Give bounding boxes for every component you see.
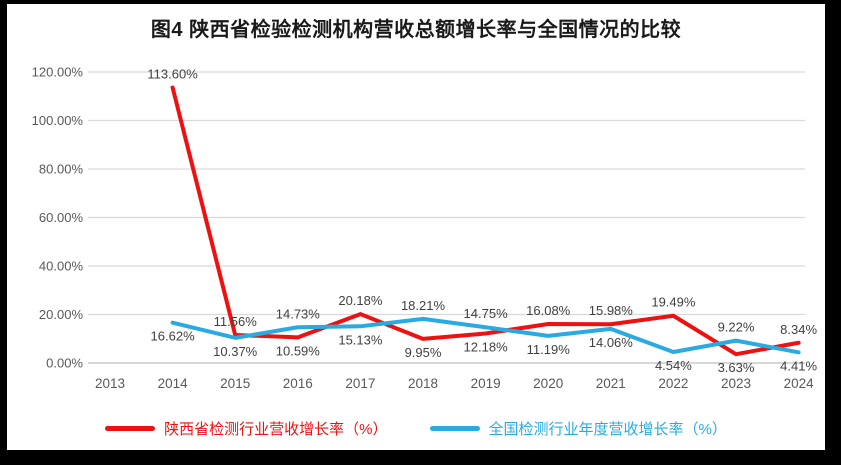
data-label: 19.49% (651, 295, 696, 310)
data-label: 10.59% (276, 343, 321, 358)
data-label: 14.73% (276, 306, 321, 321)
data-label: 4.54% (655, 358, 692, 373)
data-label: 12.18% (464, 339, 509, 354)
data-label: 3.63% (718, 360, 755, 375)
x-axis-tick-label: 2020 (533, 376, 563, 391)
y-axis-tick-label: 40.00% (39, 259, 84, 274)
legend-label-shaanxi: 陕西省检测行业营收增长率（%） (164, 420, 388, 438)
data-label: 18.21% (401, 298, 446, 313)
data-label: 9.95% (405, 345, 442, 360)
data-label: 11.19% (527, 342, 571, 357)
legend-item-national: 全国检测行业年度营收增长率（%） (429, 418, 727, 439)
legend-line-blue-icon (429, 425, 480, 431)
y-axis-tick-label: 100.00% (32, 113, 84, 128)
chart-panel: 0.00% 20.00% 40.00% 60.00% 80.00% 100.00% 120.… (7, 4, 825, 450)
y-axis-tick-label: 0.00% (46, 356, 83, 371)
y-axis-tick-label: 120.00% (32, 65, 84, 80)
plot-area: 0.00% 20.00% 40.00% 60.00% 80.00% 100.00% 120.… (32, 65, 818, 392)
series-line-shaanxi (170, 85, 801, 357)
data-label: 10.37% (213, 344, 258, 359)
x-axis-tick-label: 2017 (345, 376, 375, 391)
data-label: 8.34% (780, 322, 817, 337)
x-axis-tick-label: 2024 (784, 376, 815, 391)
y-axis-tick-label: 80.00% (39, 162, 84, 177)
y-axis-tick-label: 20.00% (39, 307, 84, 322)
data-label: 11.56% (214, 314, 258, 329)
chart-title: 图4 陕西省检验检测机构营收总额增长率与全国情况的比较 (150, 19, 682, 41)
x-axis-tick-label: 2021 (596, 376, 626, 391)
data-label: 4.41% (780, 358, 817, 373)
x-axis-tick-label: 2023 (721, 376, 751, 391)
legend-line-red-icon (105, 425, 156, 431)
data-label: 14.06% (589, 335, 634, 350)
x-axis-tick-label: 2022 (658, 376, 688, 391)
data-label: 16.62% (151, 329, 196, 344)
series-line-national (170, 316, 801, 355)
legend-label-national: 全国检测行业年度营收增长率（%） (488, 420, 727, 438)
y-axis-tick-label: 60.00% (39, 210, 84, 225)
legend-item-shaanxi: 陕西省检测行业营收增长率（%） (105, 418, 388, 439)
data-label: 9.22% (718, 320, 755, 335)
x-axis-tick-label: 2015 (220, 376, 250, 391)
data-label: 113.60% (147, 67, 198, 82)
x-axis-tick-label: 2014 (158, 376, 189, 391)
x-axis-tick-label: 2018 (408, 376, 438, 391)
x-axis-tick-label: 2013 (95, 376, 125, 391)
data-label: 14.75% (464, 306, 509, 321)
x-axis-tick-label: 2019 (471, 376, 501, 391)
x-axis-tick-label: 2016 (283, 376, 313, 391)
data-label: 15.98% (589, 303, 634, 318)
data-label: 20.18% (338, 293, 383, 308)
legend: 陕西省检测行业营收增长率（%） 全国检测行业年度营收增长率（%） (7, 408, 825, 448)
data-label: 15.13% (338, 332, 383, 347)
data-label: 16.08% (526, 303, 571, 318)
